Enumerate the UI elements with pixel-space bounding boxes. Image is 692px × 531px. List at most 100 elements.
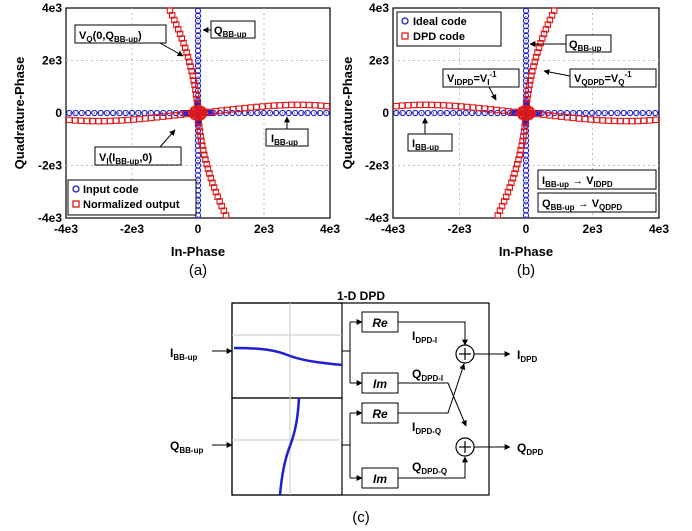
data-point-square xyxy=(544,21,552,28)
data-point-circle xyxy=(194,12,202,20)
data-point-square xyxy=(166,7,174,14)
data-point-circle xyxy=(254,109,261,117)
data-point-square xyxy=(551,7,558,14)
data-point-square xyxy=(288,101,295,109)
data-point-square xyxy=(504,188,512,196)
svg-text:QBB-up: QBB-up xyxy=(214,25,247,39)
data-point-circle xyxy=(260,109,267,117)
svg-text:Im: Im xyxy=(373,377,387,391)
data-point-square xyxy=(218,202,225,210)
data-point-square xyxy=(199,146,207,154)
annotation-vi: VI(IBB-up,0) xyxy=(94,129,182,166)
y-tick-label: 0 xyxy=(382,106,389,120)
x-tick-label: 0 xyxy=(195,222,202,236)
data-point-square xyxy=(136,115,143,123)
y-tick-label: -2e3 xyxy=(365,159,389,173)
data-point-square xyxy=(216,198,223,205)
data-point-square xyxy=(469,104,477,111)
data-point-circle xyxy=(437,109,444,117)
data-point-circle xyxy=(431,109,438,117)
y-tick-label: -4e3 xyxy=(38,211,62,225)
data-point-square xyxy=(646,117,654,124)
data-point-square xyxy=(526,81,533,89)
data-point-square xyxy=(124,116,132,124)
data-point-circle xyxy=(522,52,530,59)
tick-labels-a: -4e3 -2e3 0 2e3 4e3 4e3 2e3 0 -2e3 -4e3 xyxy=(38,1,340,236)
data-point-square xyxy=(192,91,200,98)
panel-label-a: (a) xyxy=(189,262,207,279)
lut-q-box xyxy=(231,397,343,496)
data-point-square xyxy=(95,117,102,125)
data-point-square xyxy=(71,117,79,124)
data-point-circle xyxy=(424,109,432,117)
x-tick-label: -4e3 xyxy=(381,222,405,236)
data-point-circle xyxy=(266,109,274,117)
data-point-square xyxy=(524,91,532,98)
data-point-circle xyxy=(639,109,646,117)
annotation-qbb-a: QBB-up xyxy=(202,20,256,39)
data-point-square xyxy=(201,151,208,159)
data-point-circle xyxy=(607,109,615,117)
data-point-square xyxy=(520,133,527,140)
data-point-square xyxy=(317,102,325,109)
data-point-circle xyxy=(91,109,98,117)
data-point-circle xyxy=(633,109,640,117)
legend-marker-input-code xyxy=(72,185,80,193)
data-point-square xyxy=(214,193,222,201)
data-point-square xyxy=(524,95,531,103)
output-i-label: IDPD xyxy=(517,348,537,364)
data-point-square xyxy=(422,101,430,109)
legend-b xyxy=(396,11,502,47)
y-tick-label: 2e3 xyxy=(369,54,389,68)
data-point-circle xyxy=(273,109,280,117)
data-point-square xyxy=(506,184,513,191)
data-point-square xyxy=(463,103,471,111)
signal-qdpd-q: QDPD-Q xyxy=(412,460,447,476)
data-point-square xyxy=(207,174,215,182)
svg-text:IBB-up: IBB-up xyxy=(412,138,439,152)
data-point-square xyxy=(222,212,230,219)
y-tick-label: -4e3 xyxy=(365,211,389,225)
data-point-circle xyxy=(418,109,425,117)
data-point-circle xyxy=(443,109,451,117)
x-axis-label-a: In-Phase xyxy=(171,244,225,259)
data-point-circle xyxy=(393,109,400,117)
data-point-square xyxy=(89,117,96,125)
data-point-square xyxy=(173,21,180,28)
annotation-vq: VQ(0,QBB-up) xyxy=(74,24,184,57)
data-point-circle xyxy=(279,109,286,117)
data-point-square xyxy=(253,103,260,111)
data-point-circle xyxy=(194,172,202,179)
svg-text:IBB-up → VIDPD: IBB-up → VIDPD xyxy=(542,175,613,189)
data-point-circle xyxy=(481,109,488,117)
annotation-mapping: IBB-up → VIDPD QBB-up → VQDPD xyxy=(537,169,657,213)
data-point-square xyxy=(180,39,187,47)
data-point-circle xyxy=(582,109,589,117)
data-point-circle xyxy=(462,109,469,117)
data-point-square xyxy=(305,101,313,109)
data-point-circle xyxy=(110,109,117,117)
data-point-square xyxy=(542,25,550,33)
data-point-square xyxy=(530,63,537,70)
svg-text:QBB-up: QBB-up xyxy=(569,39,602,53)
data-point-square xyxy=(622,117,630,125)
data-point-circle xyxy=(72,109,79,117)
data-point-circle xyxy=(522,152,530,159)
data-point-square xyxy=(498,202,506,210)
legend-label-normalized-output: Normalized output xyxy=(83,199,180,211)
data-point-circle xyxy=(122,109,129,117)
data-point-square xyxy=(202,156,209,163)
data-point-square xyxy=(514,160,521,168)
data-point-square xyxy=(198,137,205,145)
data-point-circle xyxy=(595,109,602,117)
data-point-square xyxy=(181,44,189,52)
legend-label-ideal-code: Ideal code xyxy=(413,16,467,28)
signal-qdpd-i: QDPD-I xyxy=(412,367,443,383)
data-point-square xyxy=(206,170,213,177)
data-point-circle xyxy=(456,109,463,117)
data-point-square xyxy=(212,188,220,196)
data-point-circle xyxy=(522,12,530,20)
